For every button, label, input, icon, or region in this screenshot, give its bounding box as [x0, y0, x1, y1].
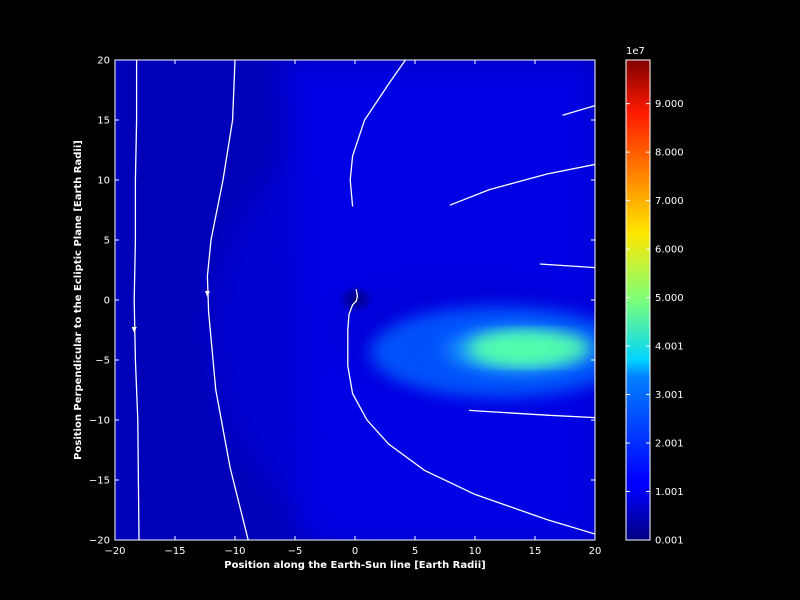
heatmap-field: [115, 60, 595, 540]
field-line-1: [133, 60, 140, 540]
y-tick-label: −15: [89, 476, 110, 487]
field-line-arrow-2: [204, 291, 210, 297]
x-tick-label: −5: [288, 546, 303, 557]
colorbar-ticks: 0.001 1.001 2.001 3.001 4.001 5.000 6.000 7.000…: [626, 99, 684, 547]
colorbar-gradient: [625, 59, 651, 541]
colorbar-tick-label: 0.001: [655, 536, 684, 547]
x-tick-label: −10: [224, 546, 245, 557]
x-tick-label: 15: [529, 546, 542, 557]
colorbar-tick-label: 8.000: [655, 148, 684, 159]
colorbar-tick-label: 6.000: [655, 245, 684, 256]
heatmap-earth-region: [338, 285, 374, 313]
colorbar-multiplier: 1e7: [626, 46, 645, 57]
colorbar-tick-label: 1.001: [655, 487, 684, 498]
x-axis-label: Position along the Earth-Sun line [Earth…: [224, 560, 485, 571]
x-tick-label: 10: [469, 546, 482, 557]
y-tick-label: 15: [97, 116, 110, 127]
x-tick-label: 0: [352, 546, 358, 557]
y-tick-label: 20: [97, 56, 110, 67]
y-tick-label: −20: [89, 536, 110, 547]
y-axis-label: Position Perpendicular to the Ecliptic P…: [73, 140, 84, 460]
field-lines: [131, 60, 595, 540]
field-line-3: [349, 60, 406, 207]
colorbar-tick-label: 9.000: [655, 99, 684, 110]
y-axis-ticks: −20 −15 −10 −5 0 5 10 15 20: [89, 56, 595, 547]
x-tick-label: −20: [104, 546, 125, 557]
y-tick-label: 0: [104, 296, 110, 307]
x-tick-label: −15: [164, 546, 185, 557]
heatmap-tail-peak: [470, 332, 590, 364]
y-tick-label: 5: [104, 236, 110, 247]
y-tick-label: −5: [95, 356, 110, 367]
field-line-4: [347, 289, 595, 535]
y-tick-label: 10: [97, 176, 110, 187]
colorbar-tick-label: 5.000: [655, 293, 684, 304]
x-axis-ticks: −20 −15 −10 −5 0 5 10 15 20: [104, 60, 601, 557]
field-line-arrow-1: [131, 327, 137, 333]
x-tick-label: 5: [412, 546, 418, 557]
colorbar: 1e7 0.001 1.001 2.001 3.001 4.001 5.000 6.000 7…: [625, 46, 684, 547]
field-line-6: [449, 163, 595, 206]
y-tick-label: −10: [89, 416, 110, 427]
colorbar-tick-label: 4.001: [655, 342, 684, 353]
field-line-7: [539, 263, 595, 269]
colorbar-tick-label: 3.001: [655, 390, 684, 401]
field-line-2: [206, 60, 249, 540]
colorbar-tick-label: 7.000: [655, 196, 684, 207]
field-line-8: [468, 409, 595, 419]
x-tick-label: 20: [589, 546, 602, 557]
colorbar-tick-label: 2.001: [655, 439, 684, 450]
field-line-5: [562, 104, 595, 116]
